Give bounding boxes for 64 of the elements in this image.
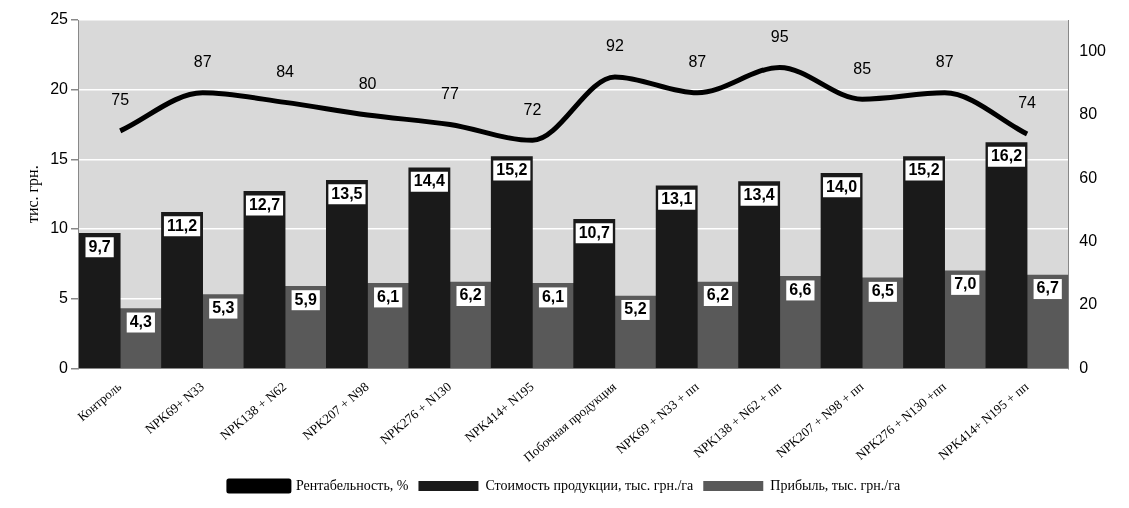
bar: [820, 172, 863, 369]
data-label: 87: [935, 53, 954, 71]
data-label: 6,1: [541, 287, 565, 305]
legend-label: Прибыль, тыс. грн./га: [770, 477, 901, 493]
data-label: 87: [193, 53, 212, 71]
bar: [903, 156, 945, 369]
data-label: 16,2: [990, 147, 1023, 165]
data-label: 92: [605, 37, 624, 55]
data-label: 75: [111, 91, 130, 109]
legend-label: Стоимость продукции, тыс. грн./га: [485, 477, 695, 493]
y2-tick-label: 100: [1079, 42, 1107, 60]
data-label: 13,1: [661, 190, 693, 208]
bar: [738, 181, 781, 369]
bar: [655, 185, 698, 369]
data-label: 15,2: [908, 161, 940, 178]
y2-tick-label: 60: [1079, 168, 1098, 186]
y-tick-label: 20: [50, 80, 69, 98]
bar: [243, 191, 286, 369]
data-label: 14,4: [413, 172, 446, 190]
data-label: 4,3: [129, 312, 153, 330]
y-tick-label: 0: [59, 358, 69, 376]
y-tick-label: 15: [50, 149, 69, 167]
y2-tick-label: 20: [1079, 295, 1098, 313]
data-label: 6,7: [1036, 279, 1059, 297]
bar: [325, 179, 368, 369]
bar: [79, 232, 121, 369]
bar: [161, 212, 203, 369]
data-label: 13,4: [743, 186, 775, 204]
y2-tick-label: 80: [1079, 105, 1098, 123]
bar: [573, 218, 616, 369]
data-label: 7,0: [954, 275, 977, 293]
bar: [985, 142, 1028, 369]
data-label: 6,5: [871, 282, 895, 300]
data-label: 11,2: [166, 216, 198, 234]
data-label: 15,2: [496, 161, 528, 178]
y2-tick-label: 40: [1079, 232, 1098, 250]
data-label: 10,7: [578, 223, 610, 241]
data-label: 5,9: [294, 290, 317, 308]
y-tick-label: 10: [50, 219, 69, 237]
data-label: 6,6: [789, 280, 812, 298]
legend-label: Рентабельность, %: [295, 477, 409, 493]
data-label: 14,0: [826, 177, 858, 195]
data-label: 13,5: [331, 184, 363, 202]
y-tick-label: 5: [59, 289, 69, 307]
data-label: 6,1: [377, 287, 400, 305]
bar: [490, 156, 533, 369]
data-label: 85: [853, 59, 872, 77]
y-axis-title: тис. грн.: [23, 165, 42, 224]
data-label: 84: [276, 62, 295, 80]
data-label: 87: [688, 53, 707, 71]
data-label: 95: [770, 27, 789, 45]
data-label: 6,2: [459, 286, 482, 304]
data-label: 12,7: [248, 195, 281, 213]
data-label: 6,2: [706, 286, 730, 304]
data-label: 77: [441, 84, 459, 102]
data-label: 5,3: [212, 298, 235, 316]
bar: [408, 167, 451, 369]
data-label: 74: [1018, 94, 1037, 112]
data-label: 72: [523, 100, 542, 118]
data-label: 5,2: [624, 300, 647, 318]
y-tick-label: 25: [50, 10, 69, 28]
data-label: 80: [358, 75, 377, 93]
data-label: 9,7: [88, 237, 111, 255]
y2-tick-label: 0: [1079, 358, 1089, 376]
